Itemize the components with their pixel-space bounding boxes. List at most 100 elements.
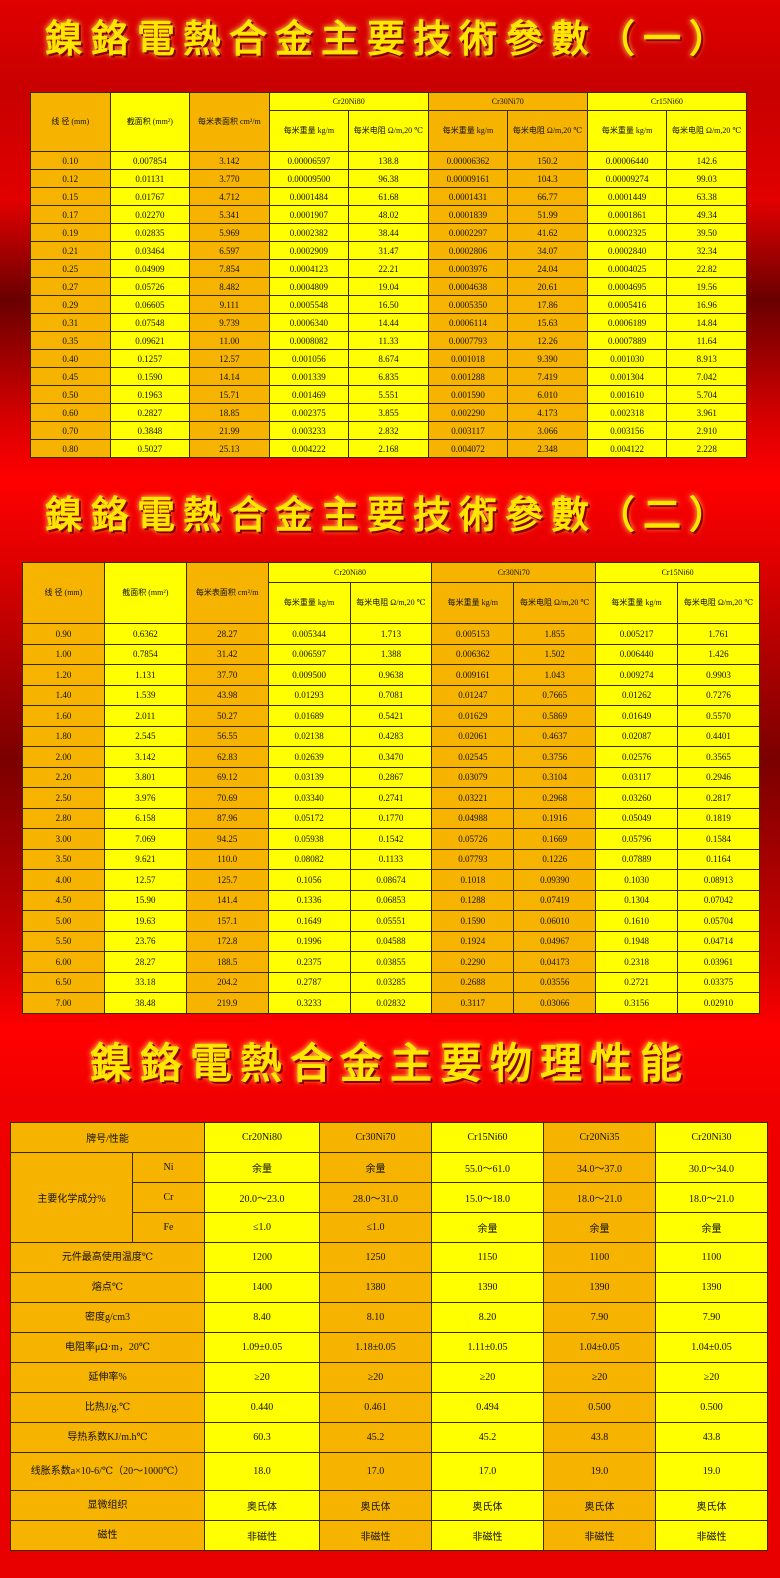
table-cell: 余量 bbox=[655, 1212, 768, 1243]
table-cell: 0.09390 bbox=[513, 869, 597, 891]
table-cell: 0.005217 bbox=[595, 623, 678, 645]
table-cell: 0.0004809 bbox=[268, 277, 350, 296]
diameter-cell: 2.00 bbox=[22, 746, 105, 768]
table-cell: 48.02 bbox=[348, 205, 429, 224]
table-cell: 28.27 bbox=[103, 951, 187, 973]
table-cell: 0.3117 bbox=[431, 992, 515, 1014]
table-cell: 66.77 bbox=[507, 187, 588, 206]
table-row: 0.17 0.02270 5.341 0.0001907 48.02 0.0001839 5… bbox=[30, 205, 747, 224]
table-cell: 0.3848 bbox=[109, 421, 191, 440]
table-cell: 0.07419 bbox=[513, 889, 597, 911]
table-row: 6.00 28.27 188.5 0.2375 0.03855 0.2290 0.04173… bbox=[22, 951, 760, 973]
table-cell: 0.01293 bbox=[267, 684, 351, 706]
diameter-cell: 0.70 bbox=[30, 421, 111, 440]
subheader-row: 每米重量 kg/m 每米电阻 Ω/m,20 ℃ 每米重量 kg/m 每米电阻 Ω/m,… bbox=[23, 582, 760, 624]
table-cell: 0.2867 bbox=[349, 766, 433, 788]
table-cell: 0.04588 bbox=[349, 930, 433, 952]
table-cell: 奥氏体 bbox=[655, 1490, 768, 1521]
table-cell: 15.90 bbox=[103, 889, 187, 911]
table-cell: 0.0004695 bbox=[586, 277, 668, 296]
table-cell: 0.05796 bbox=[595, 828, 678, 850]
table-cell: 30.0～34.0 bbox=[655, 1152, 768, 1183]
table-cell: 0.08674 bbox=[349, 869, 433, 891]
table-cell: 0.002375 bbox=[268, 403, 350, 422]
header-weight: 每米重量 kg/m bbox=[427, 110, 509, 152]
table-cell: 0.005344 bbox=[267, 623, 351, 645]
table-cell: 0.07793 bbox=[431, 848, 515, 870]
table-row: 1.80 2.545 56.55 0.02138 0.4283 0.02061 0.4637… bbox=[22, 725, 760, 747]
header-weight: 每米重量 kg/m bbox=[267, 582, 351, 624]
header-surface: 每米表面积 cm²/m bbox=[189, 92, 270, 152]
table-row: 7.00 38.48 219.9 0.3233 0.02832 0.3117 0.03066… bbox=[22, 992, 760, 1014]
diameter-cell: 0.15 bbox=[30, 187, 111, 206]
table-cell: 0.06853 bbox=[349, 889, 433, 911]
table-cell: 6.597 bbox=[189, 241, 270, 260]
property-label: 比热J/g.℃ bbox=[10, 1392, 205, 1423]
diameter-cell: 0.29 bbox=[30, 295, 111, 314]
table-cell: 0.03340 bbox=[267, 787, 351, 809]
table-cell: 0.003233 bbox=[268, 421, 350, 440]
property-label: 磁性 bbox=[10, 1520, 205, 1551]
table-cell: 6.010 bbox=[507, 385, 588, 404]
table-cell: 22.21 bbox=[348, 259, 429, 278]
element-label: Ni bbox=[132, 1152, 205, 1183]
table-cell: 0.02138 bbox=[267, 725, 351, 747]
table-cell: 2.545 bbox=[103, 725, 187, 747]
table-cell: 60.3 bbox=[204, 1422, 320, 1453]
table-cell: 0.002318 bbox=[586, 403, 668, 422]
header-alloy: Cr20Ni30 bbox=[655, 1122, 768, 1153]
table-cell: 94.25 bbox=[185, 828, 269, 850]
table-cell: 0.003117 bbox=[427, 421, 509, 440]
table-cell: 0.0001449 bbox=[586, 187, 668, 206]
table-cell: 0.1030 bbox=[595, 869, 678, 891]
table-cell: 50.27 bbox=[185, 705, 269, 727]
chem-label: 主要化学成分% bbox=[10, 1152, 133, 1243]
table-cell: 6.835 bbox=[348, 367, 429, 386]
table-cell: 38.44 bbox=[348, 223, 429, 242]
table-cell: 28.27 bbox=[185, 623, 269, 645]
table-cell: 0.440 bbox=[204, 1392, 320, 1423]
table-cell: 0.08913 bbox=[677, 869, 760, 891]
header-alloy: Cr20Ni80 bbox=[268, 92, 429, 111]
table-row: 0.12 0.01131 3.770 0.00009500 96.38 0.0000916… bbox=[30, 169, 747, 188]
table-cell: 1100 bbox=[655, 1242, 768, 1273]
table-cell: 0.2318 bbox=[595, 951, 678, 973]
table-cell: 0.0006114 bbox=[427, 313, 509, 332]
table-cell: 0.01649 bbox=[595, 705, 678, 727]
table-cell: 0.4401 bbox=[677, 725, 760, 747]
table-cell: 1.426 bbox=[677, 643, 760, 665]
table-row: 2.20 3.801 69.12 0.03139 0.2867 0.03079 0.3104… bbox=[22, 766, 760, 788]
table-cell: 0.0008082 bbox=[268, 331, 350, 350]
diameter-cell: 1.00 bbox=[22, 643, 105, 665]
table-cell: 19.56 bbox=[666, 277, 747, 296]
diameter-cell: 6.50 bbox=[22, 971, 105, 993]
table-cell: 0.05049 bbox=[595, 807, 678, 829]
table-cell: 0.7081 bbox=[349, 684, 433, 706]
table-cell: ≥20 bbox=[655, 1362, 768, 1393]
table-cell: 1400 bbox=[204, 1272, 320, 1303]
table-cell: 0.1288 bbox=[431, 889, 515, 911]
table-cell: 39.50 bbox=[666, 223, 747, 242]
table-row: 2.80 6.158 87.96 0.05172 0.1770 0.04988 0.1916… bbox=[22, 807, 760, 829]
table-cell: 0.1257 bbox=[109, 349, 191, 368]
table-cell: 非磁性 bbox=[431, 1520, 544, 1551]
table-cell: 5.341 bbox=[189, 205, 270, 224]
table-cell: 0.01689 bbox=[267, 705, 351, 727]
table-cell: 0.05704 bbox=[677, 910, 760, 932]
table-cell: 0.0001907 bbox=[268, 205, 350, 224]
diameter-cell: 6.00 bbox=[22, 951, 105, 973]
table-cell: 43.98 bbox=[185, 684, 269, 706]
property-label: 线胀系数a×10-6/℃（20～1000℃） bbox=[10, 1452, 205, 1491]
table-row: 1.20 1.131 37.70 0.009500 0.9638 0.009161 1.04… bbox=[22, 664, 760, 686]
header-alloy: Cr15Ni60 bbox=[595, 562, 760, 583]
table-cell: 0.03221 bbox=[431, 787, 515, 809]
table-cell: 5.551 bbox=[348, 385, 429, 404]
property-row: 密度g/cm3 8.40 8.10 8.20 7.90 7.90 bbox=[10, 1302, 768, 1333]
diameter-cell: 0.31 bbox=[30, 313, 111, 332]
diameter-cell: 0.45 bbox=[30, 367, 111, 386]
table-cell: 1380 bbox=[319, 1272, 432, 1303]
table-cell: 17.0 bbox=[319, 1452, 432, 1491]
table-cell: 0.02576 bbox=[595, 746, 678, 768]
header-resistance: 每米电阻 Ω/m,20 ℃ bbox=[348, 110, 429, 152]
table-cell: 16.50 bbox=[348, 295, 429, 314]
